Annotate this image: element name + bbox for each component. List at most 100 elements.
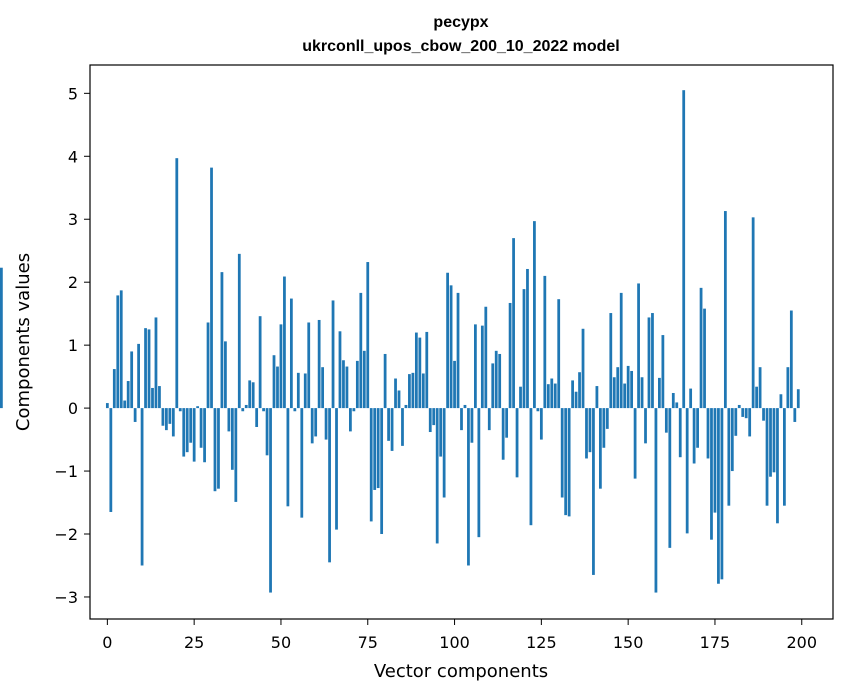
bar-145 bbox=[609, 313, 613, 409]
bar-190 bbox=[765, 408, 769, 506]
bar-112 bbox=[494, 350, 498, 409]
bar-35 bbox=[227, 408, 231, 432]
bar-98 bbox=[446, 272, 450, 409]
bar-140 bbox=[592, 408, 595, 575]
y-tick-label: −3 bbox=[54, 588, 78, 607]
bar-85 bbox=[401, 408, 404, 446]
bar-36 bbox=[230, 408, 234, 470]
bar-100 bbox=[453, 360, 456, 409]
bar-109 bbox=[484, 306, 488, 409]
bar-53 bbox=[289, 298, 293, 409]
bar-134 bbox=[571, 380, 574, 409]
bar-102 bbox=[460, 408, 463, 431]
y-tick-label: 1 bbox=[68, 336, 78, 355]
bar-91 bbox=[421, 373, 425, 409]
bar-55 bbox=[296, 372, 300, 409]
x-tick-label: 175 bbox=[700, 633, 731, 652]
bar-47 bbox=[269, 408, 272, 593]
bar-158 bbox=[654, 408, 658, 593]
bar-76 bbox=[369, 408, 373, 522]
bar-137 bbox=[581, 328, 585, 409]
bar-118 bbox=[515, 408, 519, 478]
bar-171 bbox=[699, 287, 703, 409]
bar-88 bbox=[411, 372, 415, 409]
bar-79 bbox=[380, 408, 384, 535]
bar-21 bbox=[178, 408, 182, 412]
bar-3 bbox=[116, 295, 120, 409]
bar-133 bbox=[567, 408, 571, 517]
bar-191 bbox=[769, 408, 772, 477]
bar-161 bbox=[664, 408, 668, 433]
bar-154 bbox=[640, 377, 644, 409]
bar-84 bbox=[397, 390, 401, 409]
bar-103 bbox=[463, 404, 467, 409]
bar-41 bbox=[248, 380, 252, 409]
bar-129 bbox=[553, 383, 557, 409]
bar-65 bbox=[331, 300, 335, 409]
bar-194 bbox=[779, 394, 783, 409]
bar-125 bbox=[539, 408, 543, 440]
bar-14 bbox=[154, 317, 158, 409]
x-axis-ticks: 0 25 50 75 100 125 150 175 200 bbox=[102, 619, 817, 652]
bar-127 bbox=[546, 384, 550, 409]
bar-185 bbox=[748, 408, 752, 437]
bar-126 bbox=[543, 275, 547, 409]
bar-33 bbox=[220, 272, 224, 409]
bar-138 bbox=[585, 408, 588, 459]
bar-170 bbox=[696, 408, 699, 448]
bar-71 bbox=[352, 408, 356, 412]
bar-54 bbox=[293, 408, 297, 412]
bar-28 bbox=[203, 408, 206, 463]
y-tick-label: 2 bbox=[68, 273, 78, 292]
bar-178 bbox=[723, 211, 727, 409]
bar-141 bbox=[595, 386, 599, 409]
bar-149 bbox=[623, 383, 627, 409]
bar-72 bbox=[355, 360, 359, 409]
bar-165 bbox=[678, 408, 682, 458]
bar-136 bbox=[578, 372, 581, 409]
bar-166 bbox=[682, 90, 686, 409]
bar-198 bbox=[793, 408, 797, 422]
x-tick-label: 75 bbox=[358, 633, 378, 652]
bar-44 bbox=[258, 316, 262, 409]
chart-title: pecypx bbox=[433, 14, 488, 31]
bar-177 bbox=[720, 408, 724, 580]
bar-70 bbox=[349, 408, 352, 432]
bar-15 bbox=[158, 386, 161, 409]
bar-87 bbox=[408, 374, 411, 409]
bar-11 bbox=[144, 328, 147, 409]
bar-94 bbox=[432, 408, 436, 426]
x-tick-label: 100 bbox=[439, 633, 470, 652]
bar-13 bbox=[151, 387, 154, 409]
bar-9 bbox=[137, 343, 140, 409]
bar-22 bbox=[182, 408, 186, 457]
bar-144 bbox=[605, 408, 609, 429]
x-tick-label: 50 bbox=[271, 633, 291, 652]
bar-77 bbox=[373, 408, 377, 490]
bar-184 bbox=[744, 408, 748, 419]
bar-186 bbox=[751, 217, 755, 409]
bar-110 bbox=[487, 408, 491, 431]
bar-30 bbox=[210, 167, 213, 409]
bar-146 bbox=[612, 377, 616, 409]
bar-49 bbox=[276, 366, 279, 409]
bar-56 bbox=[300, 408, 304, 518]
bar-115 bbox=[505, 408, 509, 438]
bar-64 bbox=[328, 408, 331, 563]
bar-151 bbox=[630, 370, 634, 409]
chart-subtitle: ukrconll_upos_cbow_200_10_2022 model bbox=[302, 38, 619, 55]
bar-122 bbox=[529, 408, 533, 526]
bar-183 bbox=[741, 408, 745, 417]
bar-189 bbox=[762, 408, 765, 421]
bar-108 bbox=[480, 325, 484, 409]
bar-163 bbox=[671, 392, 675, 409]
plot-frame bbox=[89, 64, 834, 620]
bar-169 bbox=[692, 408, 696, 464]
bar-130 bbox=[557, 299, 561, 409]
bar-16 bbox=[161, 408, 165, 426]
bar-undefined bbox=[0, 267, 3, 409]
bar-124 bbox=[536, 408, 540, 412]
bar-29 bbox=[206, 322, 210, 409]
bar-50 bbox=[279, 324, 283, 409]
